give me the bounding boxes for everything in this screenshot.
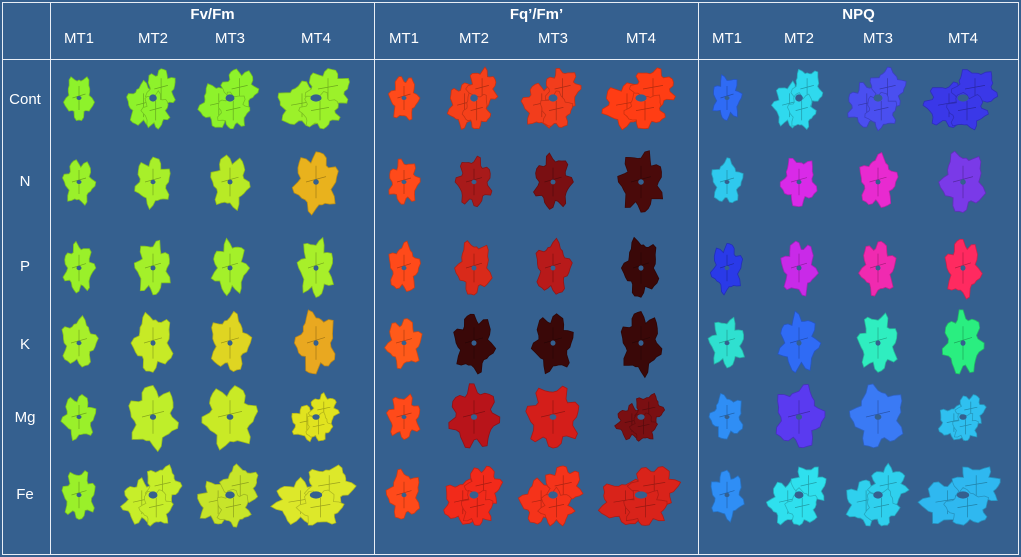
leaf-image-npq-cont-mt3 [847, 66, 907, 132]
row-label-cont: Cont [9, 91, 41, 108]
leaf-image-npq-fe-mt3 [845, 462, 910, 527]
col-label-fvfm-mt2: MT2 [138, 30, 168, 47]
leaf-image-npq-k-mt2 [777, 310, 822, 374]
leaf-image-fvfm-n-mt4 [291, 151, 339, 216]
col-label-fvfm-mt4: MT4 [301, 30, 331, 47]
leaf-image-fqfm-cont-mt4 [601, 67, 676, 131]
leaf-image-npq-n-mt4 [938, 150, 987, 213]
leaf-image-fvfm-fe-mt3 [197, 463, 259, 528]
leaf-image-fvfm-k-mt1 [61, 315, 99, 368]
leaf-image-fqfm-k-mt2 [453, 313, 497, 375]
row-label-n: N [19, 173, 31, 190]
leaf-image-fvfm-n-mt1 [62, 159, 97, 206]
leaf-image-fvfm-cont-mt3 [197, 68, 260, 130]
leaf-image-fqfm-n-mt2 [454, 155, 493, 208]
leaf-image-fvfm-k-mt2 [130, 311, 174, 373]
leaf-image-fvfm-mg-mt2 [128, 385, 179, 453]
col-label-npq-mt1: MT1 [712, 30, 742, 47]
col-label-npq-mt4: MT4 [948, 30, 978, 47]
leaf-image-fqfm-n-mt1 [388, 158, 421, 205]
leaf-image-fqfm-k-mt3 [530, 313, 574, 375]
leaf-image-npq-n-mt1 [711, 157, 744, 204]
leaf-image-fqfm-cont-mt2 [446, 66, 499, 130]
leaf-image-fqfm-fe-mt2 [443, 465, 504, 526]
col-label-npq-mt2: MT2 [784, 30, 814, 47]
group-title-fqfm: Fq’/Fm’ [509, 6, 564, 23]
leaf-image-fvfm-p-mt2 [133, 239, 171, 296]
leaf-image-npq-k-mt3 [856, 312, 898, 373]
leaf-image-fvfm-n-mt2 [134, 156, 171, 211]
leaf-image-npq-mg-mt1 [708, 392, 744, 440]
leaf-image-fqfm-cont-mt3 [520, 67, 582, 129]
col-label-fqfm-mt3: MT3 [538, 30, 568, 47]
leaf-image-fqfm-p-mt1 [388, 240, 421, 292]
row-label-p: P [19, 258, 30, 275]
leaf-image-npq-fe-mt1 [710, 469, 745, 523]
group-title-fvfm: Fv/Fm [190, 6, 235, 23]
leaf-image-npq-fe-mt2 [765, 466, 827, 526]
col-label-fqfm-mt2: MT2 [459, 30, 489, 47]
leaf-image-fvfm-cont-mt1 [63, 76, 95, 121]
leaf-image-npq-n-mt2 [779, 157, 818, 208]
col-label-npq-mt3: MT3 [863, 30, 893, 47]
leaf-image-fvfm-p-mt4 [296, 236, 335, 298]
leaf-image-fvfm-fe-mt4 [270, 464, 357, 526]
leaf-image-fvfm-cont-mt2 [126, 68, 176, 130]
leaf-image-fqfm-n-mt3 [533, 152, 574, 210]
leaf-image-fvfm-mg-mt3 [201, 385, 259, 451]
leaf-image-npq-p-mt1 [709, 242, 744, 296]
leaf-image-npq-cont-mt4 [922, 69, 999, 131]
leaf-image-npq-fe-mt4 [917, 466, 1001, 526]
leaf-image-fvfm-fe-mt1 [61, 470, 96, 520]
leaf-image-fvfm-n-mt3 [210, 154, 251, 212]
row-label-fe: Fe [16, 486, 34, 503]
leaf-image-npq-mg-mt2 [775, 384, 826, 449]
leaf-image-fvfm-k-mt4 [293, 309, 336, 375]
col-label-fqfm-mt4: MT4 [626, 30, 656, 47]
col-label-fvfm-mt3: MT3 [215, 30, 245, 47]
leaf-image-fqfm-k-mt1 [384, 318, 423, 370]
row-label-mg: Mg [14, 409, 36, 426]
leaf-image-fvfm-mg-mt1 [60, 394, 97, 442]
row-label-k: K [19, 336, 30, 353]
leaf-image-npq-mg-mt3 [848, 383, 904, 449]
leaf-image-fqfm-k-mt4 [620, 311, 663, 379]
leaf-image-fqfm-fe-mt1 [385, 468, 421, 520]
leaf-image-fqfm-cont-mt1 [387, 76, 421, 121]
leaf-image-npq-cont-mt2 [770, 68, 824, 131]
leaf-image-npq-p-mt4 [944, 238, 983, 300]
leaf-image-fqfm-p-mt4 [620, 236, 660, 298]
leaf-image-fvfm-mg-mt4 [291, 392, 341, 443]
leaf-image-fqfm-mg-mt4 [614, 392, 666, 442]
leaf-image-npq-p-mt3 [858, 240, 897, 297]
leaf-image-fqfm-fe-mt3 [517, 465, 584, 527]
col-label-fvfm-mt1: MT1 [64, 30, 94, 47]
leaf-image-fqfm-fe-mt4 [597, 466, 682, 526]
group-title-npq: NPQ [842, 6, 875, 23]
leaf-image-fqfm-mg-mt1 [386, 393, 421, 440]
leaf-image-npq-k-mt4 [941, 309, 985, 375]
leaf-image-npq-p-mt2 [780, 240, 819, 297]
leaf-image-fvfm-cont-mt4 [277, 68, 350, 130]
leaf-image-fqfm-n-mt4 [617, 150, 664, 213]
leaf-image-fqfm-mg-mt2 [448, 383, 501, 449]
leaf-image-npq-k-mt1 [707, 316, 746, 369]
leaf-image-fqfm-p-mt3 [535, 237, 573, 295]
leaf-image-npq-n-mt3 [859, 151, 899, 208]
leaf-image-npq-mg-mt4 [937, 394, 987, 442]
leaf-image-fqfm-mg-mt3 [525, 385, 580, 449]
leaf-image-fvfm-k-mt3 [210, 310, 253, 373]
leaf-image-fqfm-p-mt2 [454, 240, 493, 296]
col-label-fqfm-mt1: MT1 [389, 30, 419, 47]
leaf-image-npq-cont-mt1 [712, 74, 743, 121]
leaf-image-fvfm-fe-mt2 [120, 464, 183, 527]
leaf-image-fvfm-p-mt1 [62, 240, 97, 294]
leaf-image-fvfm-p-mt3 [210, 237, 251, 297]
